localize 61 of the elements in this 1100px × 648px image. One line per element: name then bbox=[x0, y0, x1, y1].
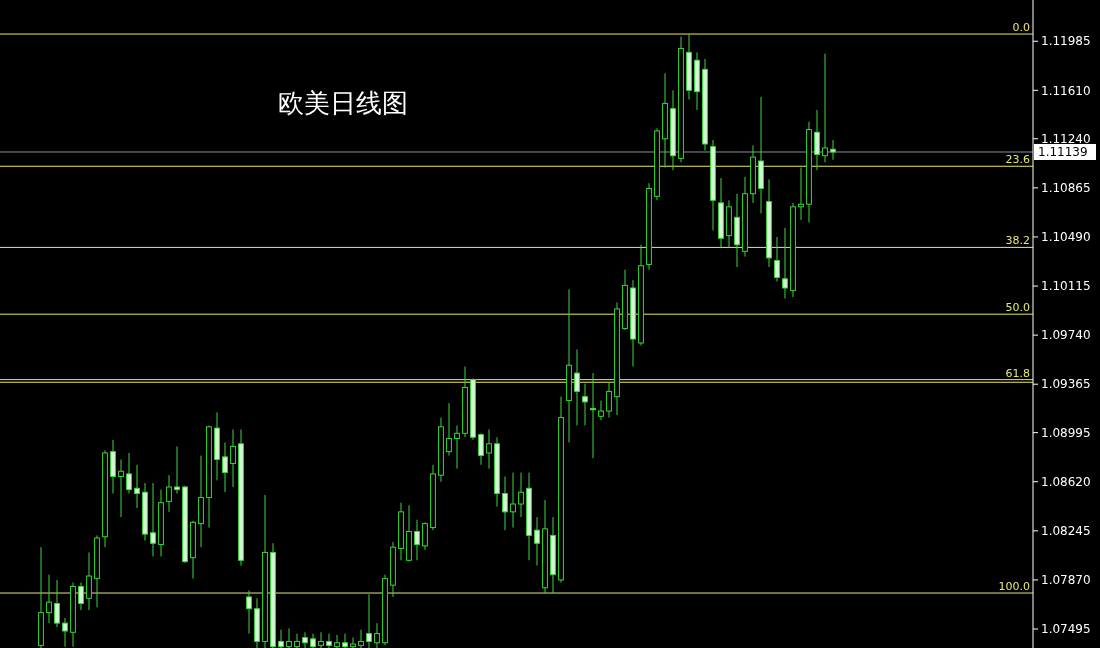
candlestick bbox=[174, 445, 180, 495]
candlestick bbox=[582, 383, 588, 426]
annotation: 50.0 bbox=[1005, 301, 1030, 315]
candlestick bbox=[342, 633, 348, 648]
candlestick bbox=[366, 593, 372, 648]
candlestick bbox=[46, 574, 52, 624]
y-tick-label: 1.08995 bbox=[1041, 425, 1091, 440]
candlestick bbox=[118, 458, 124, 518]
candlestick bbox=[78, 582, 84, 611]
candlestick bbox=[822, 53, 828, 163]
ref-line-label: 1.11139 bbox=[1038, 145, 1088, 160]
candlestick bbox=[798, 167, 804, 221]
annotation: 23.6 bbox=[1005, 153, 1030, 167]
candlestick bbox=[134, 464, 140, 509]
candlestick bbox=[54, 579, 60, 628]
candlestick bbox=[246, 589, 252, 635]
candlestick bbox=[830, 139, 836, 161]
candlestick bbox=[422, 521, 428, 551]
candlestick bbox=[166, 474, 172, 513]
annotation: 38.2 bbox=[1005, 234, 1030, 248]
candlestick bbox=[62, 617, 68, 648]
y-tick-label: 1.08620 bbox=[1041, 474, 1091, 489]
candlestick bbox=[326, 633, 332, 648]
candlestick bbox=[150, 482, 156, 557]
y-tick-label: 1.10865 bbox=[1041, 181, 1091, 196]
annotation: 61.8 bbox=[1005, 366, 1030, 380]
candlestick bbox=[414, 519, 420, 561]
candlestick bbox=[278, 629, 284, 648]
y-tick-label: 1.11240 bbox=[1041, 131, 1091, 146]
candlestick bbox=[782, 227, 788, 299]
candlestick bbox=[230, 428, 236, 488]
y-tick-label: 1.07870 bbox=[1041, 573, 1091, 588]
y-tick-label: 1.10115 bbox=[1041, 279, 1091, 294]
annotation: 100.0 bbox=[998, 580, 1030, 594]
candlestick bbox=[126, 452, 132, 495]
text: 欧美日线图 bbox=[278, 88, 408, 118]
y-tick-label: 1.09365 bbox=[1041, 377, 1091, 392]
candlestick bbox=[454, 424, 460, 470]
annotation: 0.0 bbox=[1012, 21, 1030, 35]
candlestick bbox=[302, 631, 308, 648]
candlestick bbox=[222, 441, 228, 493]
y-tick-label: 1.11985 bbox=[1041, 34, 1091, 49]
candlestick bbox=[534, 516, 540, 567]
y-tick-label: 1.07495 bbox=[1041, 622, 1091, 637]
candlestick bbox=[510, 472, 516, 529]
candlestick bbox=[486, 428, 492, 470]
candlestick bbox=[86, 551, 92, 611]
y-tick-label: 1.11610 bbox=[1041, 83, 1091, 98]
y-tick-label: 1.10490 bbox=[1041, 230, 1091, 245]
candlestick bbox=[478, 432, 484, 466]
candlestick bbox=[814, 109, 820, 171]
candlestick bbox=[774, 236, 780, 282]
candlestick bbox=[518, 472, 524, 518]
y-tick-label: 1.08245 bbox=[1041, 524, 1091, 539]
candlestick bbox=[590, 372, 596, 459]
candlestick bbox=[574, 349, 580, 426]
y-tick-label: 1.09740 bbox=[1041, 328, 1091, 343]
candlestick bbox=[606, 381, 612, 419]
candlestick bbox=[598, 400, 604, 421]
candlestick bbox=[502, 476, 508, 531]
candlestick bbox=[446, 402, 452, 457]
